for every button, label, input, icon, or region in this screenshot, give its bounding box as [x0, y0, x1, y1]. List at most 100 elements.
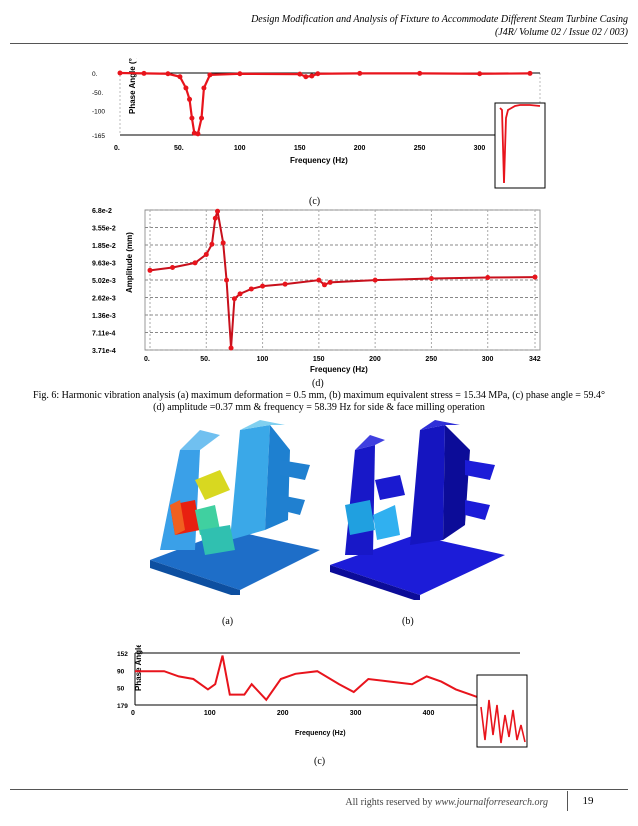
x-tick-label: 50. [174, 145, 184, 152]
footer-rule [10, 789, 628, 790]
y-tick-label: -50. [92, 90, 103, 97]
figure-caption-line-1: Fig. 6: Harmonic vibration analysis (a) … [33, 390, 605, 401]
data-point [220, 240, 226, 246]
x-tick-label: 100 [257, 356, 269, 363]
data-point [201, 85, 207, 91]
inset-series-line [499, 104, 541, 184]
y-axis-label: Phase Angle (°) [128, 58, 137, 114]
x-tick-label: 200 [354, 145, 366, 152]
caption-d: (d) [312, 378, 324, 389]
x-axis-label: Frequency (Hz) [310, 365, 368, 374]
figure-caption-line-2: (d) amplitude =0.37 mm & frequency = 58.… [153, 402, 485, 413]
y-tick-label: 1.36e-3 [92, 313, 116, 320]
data-point [260, 283, 266, 289]
data-point [428, 276, 434, 282]
data-point [224, 277, 230, 283]
data-point [147, 267, 153, 273]
header-rule [10, 43, 628, 44]
data-point [212, 215, 218, 221]
x-tick-label: 250 [425, 356, 437, 363]
footer-text: All rights reserved by www.journalforres… [345, 797, 548, 808]
y-tick-label: -100 [92, 109, 105, 116]
x-tick-label: 342 [529, 356, 541, 363]
data-point [192, 260, 198, 266]
data-point [215, 208, 221, 214]
x-tick-label: 0. [144, 356, 150, 363]
y-tick-label: 6.8e-2 [92, 208, 112, 215]
data-point [532, 274, 538, 280]
data-point [177, 74, 183, 80]
x-tick-label: 400 [423, 710, 435, 717]
data-point [207, 72, 213, 78]
data-point [316, 277, 322, 283]
x-tick-label: 150 [313, 356, 325, 363]
x-tick-label: 250 [414, 145, 426, 152]
y-tick-label: 9.63e-3 [92, 261, 116, 268]
x-axis-label: Frequency (Hz) [295, 730, 346, 737]
figure-caption: Fig. 6: Harmonic vibration analysis (a) … [20, 390, 618, 414]
data-point [282, 281, 288, 287]
running-header-title: Design Modification and Analysis of Fixt… [251, 14, 628, 25]
caption-c-top: (c) [309, 196, 321, 207]
x-tick-label: 200 [277, 710, 289, 717]
fea-deformation-image [150, 420, 320, 595]
y-tick-label: 2.62e-3 [92, 296, 116, 303]
data-point [231, 296, 237, 302]
running-header-journal: (J4R/ Volume 02 / Issue 02 / 003) [494, 27, 628, 38]
y-axis-label: Phase Angle (°) [134, 645, 143, 691]
x-tick-label: 300 [482, 356, 494, 363]
x-tick-label: 0 [131, 710, 135, 717]
x-tick-label: 50. [200, 356, 210, 363]
x-tick-label: 200 [369, 356, 381, 363]
y-tick-label: 3.55e-2 [92, 226, 116, 233]
y-tick-label: -165 [92, 133, 105, 140]
data-point [199, 115, 205, 121]
y-axis-label: Amplitude (mm) [125, 232, 134, 293]
y-tick-label: 0. [92, 71, 98, 78]
data-point [228, 345, 234, 351]
caption-a: (a) [222, 616, 234, 627]
data-point [315, 71, 321, 77]
data-point [527, 70, 533, 76]
data-point [189, 115, 195, 121]
data-point [183, 85, 189, 91]
x-tick-label: 150 [294, 145, 306, 152]
data-point [165, 71, 171, 77]
data-point [237, 71, 243, 77]
series-line [135, 655, 486, 702]
y-tick-label: 5.02e-3 [92, 278, 116, 285]
x-tick-label: 300 [474, 145, 486, 152]
data-point [297, 71, 303, 77]
data-point [237, 291, 243, 297]
x-tick-label: 100 [204, 710, 216, 717]
x-tick-label: 100 [234, 145, 246, 152]
data-point [327, 279, 333, 285]
y-tick-label: 179 [117, 703, 128, 710]
series-line [119, 71, 531, 136]
data-point [477, 71, 483, 77]
data-point [117, 70, 123, 76]
phase-angle-chart-bottom: Phase Angle (°) Frequency (Hz) 0 100 200 30… [117, 645, 528, 748]
caption-c-bottom: (c) [314, 756, 326, 767]
data-point [248, 286, 254, 292]
y-tick-label: 50 [117, 686, 125, 693]
data-point [141, 70, 147, 76]
data-point [195, 131, 201, 137]
data-point [417, 70, 423, 76]
page-number: 19 [567, 791, 608, 811]
x-tick-label: 0. [114, 145, 120, 152]
amplitude-chart: Amplitude (mm) Frequency (Hz) 6.8e-2 3.55… [92, 208, 541, 374]
data-point [187, 96, 193, 102]
y-tick-label: 1.85e-2 [92, 243, 116, 250]
y-tick-label: 90 [117, 668, 125, 675]
series-line [149, 210, 536, 349]
data-point [321, 282, 327, 288]
caption-b: (b) [402, 616, 414, 627]
phase-angle-chart-top: Phase Angle (°) Frequency (Hz) 0. 50. 100 1… [92, 58, 546, 189]
x-tick-label: 300 [350, 710, 362, 717]
x-axis-label: Frequency (Hz) [290, 156, 348, 165]
data-point [309, 73, 315, 79]
y-tick-label: 7.11e-4 [92, 331, 115, 338]
fea-stress-image [330, 420, 505, 600]
y-tick-label: 152 [117, 651, 128, 658]
